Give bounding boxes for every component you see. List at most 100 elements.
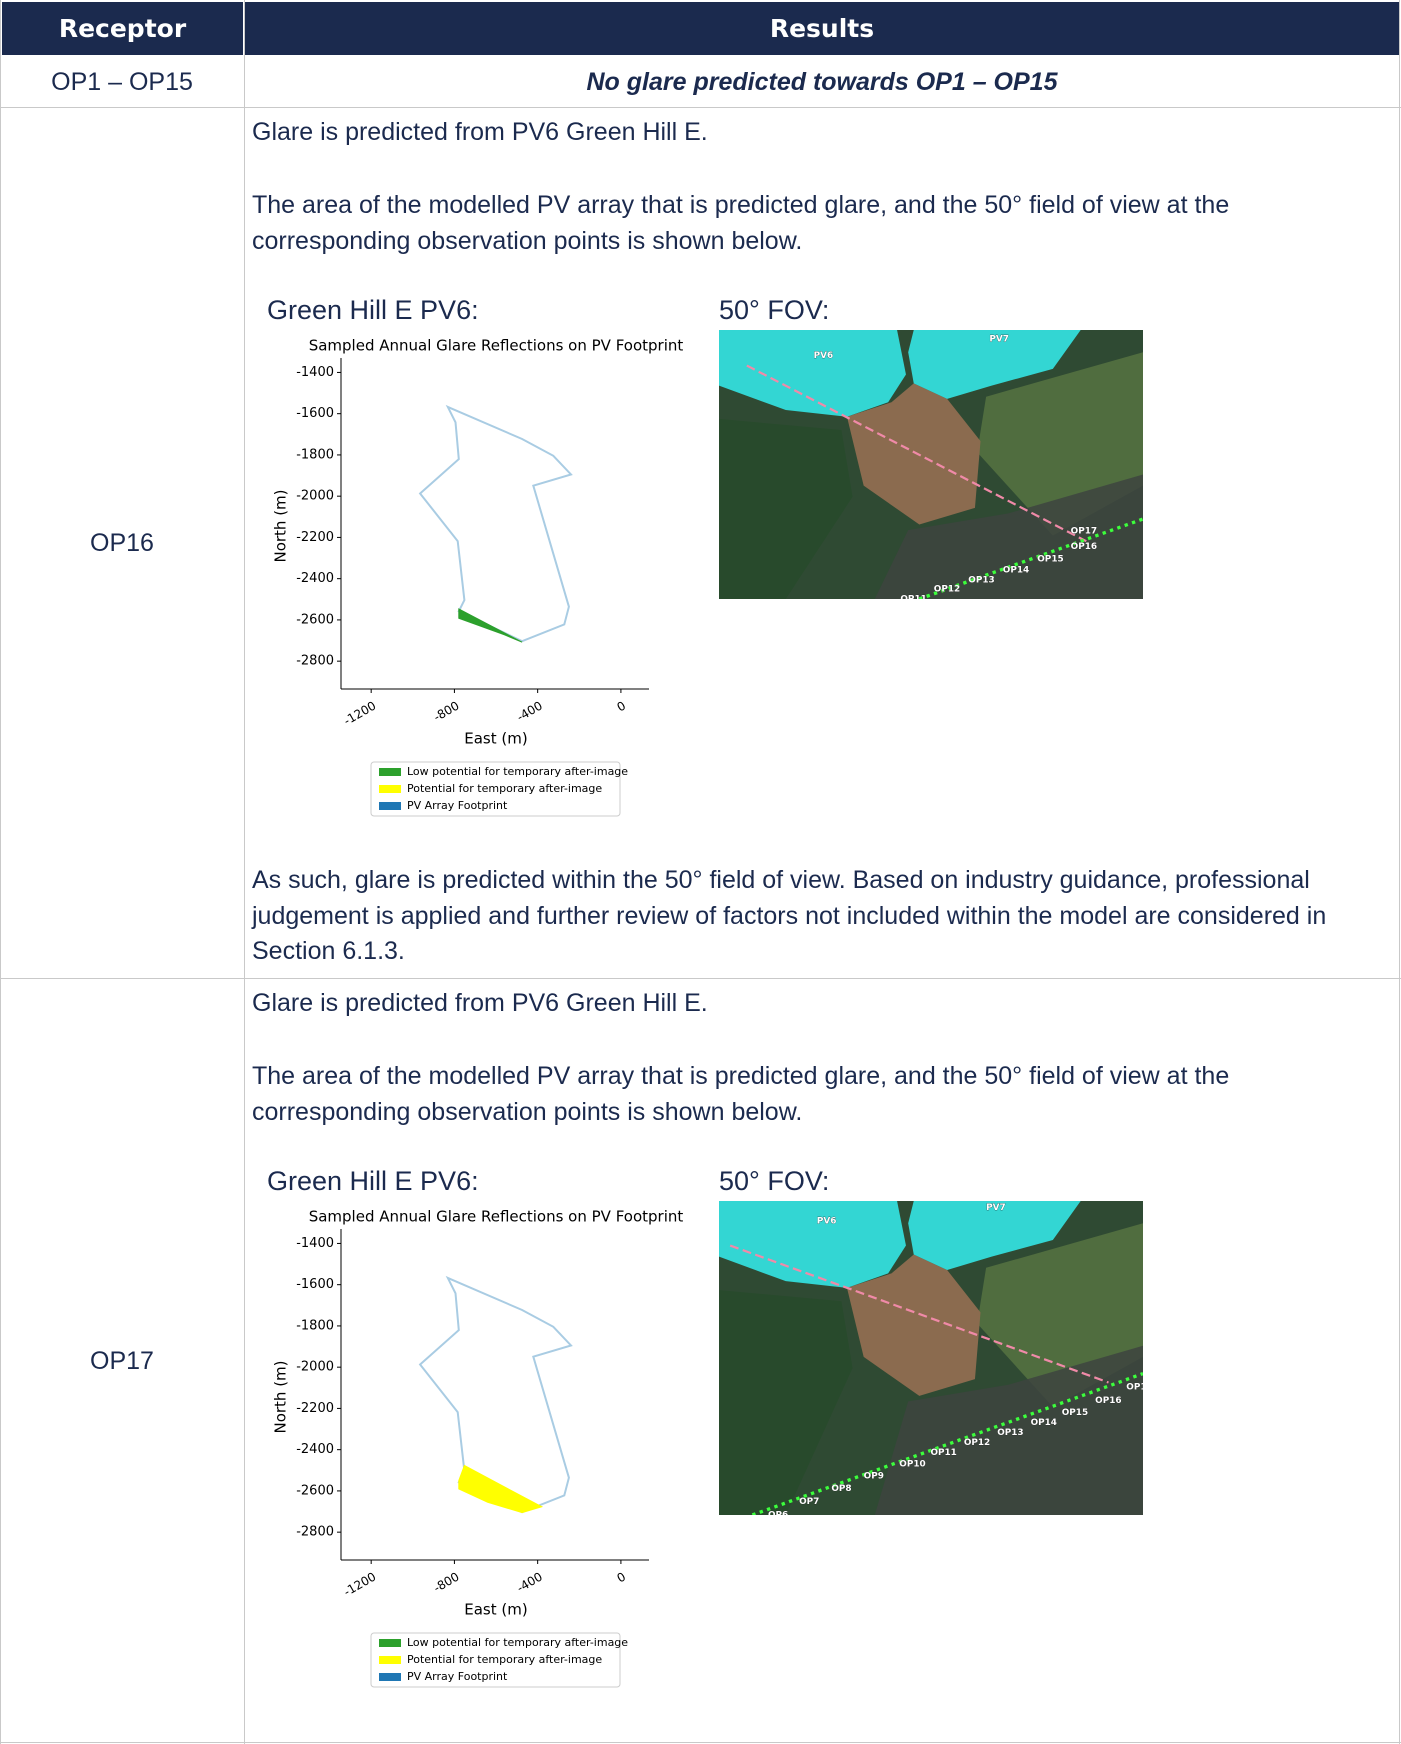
y-tick-label: -2400 [296,571,334,586]
map-label: OP14 [1003,566,1029,576]
figure-caption: Green Hill E PV6: [267,1166,479,1196]
map-label: OP13 [968,576,994,586]
map-label: OP17 [1126,1382,1143,1392]
legend-label: Low potential for temporary after-image [407,1636,628,1649]
glare-area [458,608,523,643]
receptor-cell: OP16 [90,529,154,557]
legend-label: Potential for temporary after-image [407,1653,602,1666]
y-tick-label: -2000 [296,489,334,504]
solar-area-pv7 [908,1201,1081,1271]
y-tick-label: -2600 [296,612,334,627]
x-axis-label: East (m) [464,1601,527,1619]
row-border [0,107,1401,108]
x-tick-label: -1200 [341,699,378,729]
legend-swatch [379,802,401,810]
y-tick-label: -2800 [296,1525,334,1540]
y-tick-label: -2000 [296,1360,334,1375]
map-label: OP16 [1095,1396,1121,1406]
map-label: OP6 [768,1510,788,1515]
field [719,1290,853,1515]
y-tick-label: -2600 [296,1483,334,1498]
chart-title: Sampled Annual Glare Reflections on PV F… [309,337,684,355]
map-label: OP9 [864,1472,884,1482]
legend-swatch [379,1656,401,1664]
paragraph: Glare is predicted from PV6 Green Hill E… [252,989,708,1017]
legend-box [370,1632,621,1688]
glare-chart: Sampled Annual Glare Reflections on PV F… [272,337,684,817]
x-tick-label: -800 [431,699,462,725]
map-label: OP14 [1031,1418,1057,1428]
field-brown [846,1254,981,1396]
legend-label: Potential for temporary after-image [407,782,602,795]
figure-caption: 50° FOV: [719,1166,830,1196]
y-tick-label: -1400 [296,1236,334,1251]
x-tick-label: -400 [514,1570,545,1596]
sightline [729,1244,1109,1384]
footprint-outline [418,404,573,643]
y-tick-label: -1800 [296,447,334,462]
legend-box [370,761,621,817]
map-label: OP7 [799,1497,819,1507]
map-label: PV6 [817,1217,837,1227]
y-tick-label: -2800 [296,654,334,669]
footprint-outline [418,1275,573,1514]
header-results: Results [245,2,1399,55]
solar-area-pv6 [719,1201,906,1288]
legend-label: Low potential for temporary after-image [407,765,628,778]
solar-area-pv6 [719,330,906,417]
legend-label: PV Array Footprint [407,799,508,812]
x-axis-label: East (m) [464,730,527,748]
map-label: OP12 [934,584,960,594]
map-label: OP11 [930,1448,956,1458]
table-border [1399,0,1400,1744]
y-tick-label: -1400 [296,365,334,380]
map-label: OP8 [831,1484,851,1494]
column-border [244,0,245,1744]
table-border [0,0,1,1744]
x-tick-label: -1200 [341,1570,378,1600]
row-border [0,1742,1401,1743]
y-tick-label: -2200 [296,530,334,545]
y-tick-label: -2200 [296,1401,334,1416]
y-axis-label: North (m) [272,489,290,562]
receptor-cell: OP17 [90,1346,154,1375]
map-label: PV6 [814,351,834,361]
paragraph: The area of the modelled PV array that i… [252,191,1230,255]
y-tick-label: -1600 [296,1277,334,1292]
legend-label: PV Array Footprint [407,1670,508,1683]
x-tick-label: 0 [615,1570,629,1586]
row-border [0,978,1401,979]
map-label: OP13 [997,1428,1023,1438]
field [719,418,853,599]
receptor-cell: OP1 – OP15 [51,67,193,96]
map-label: PV7 [989,334,1009,344]
chart-title: Sampled Annual Glare Reflections on PV F… [309,1208,684,1226]
header-receptor: Receptor [2,2,243,55]
x-tick-label: -800 [431,1570,462,1596]
y-axis-label: North (m) [272,1360,290,1433]
fov-map: PV6 PV7 OP17 OP16 OP15 OP14 OP13 OP12 OP11 OP10 OP… [719,1201,1143,1515]
glare-chart: Sampled Annual Glare Reflections on PV F… [272,1208,684,1688]
y-tick-label: -1800 [296,1318,334,1333]
x-tick-label: -400 [514,699,545,725]
paragraph: Glare is predicted from PV6 Green Hill E… [252,118,708,146]
result-cell: No glare predicted towards OP1 – OP15 [586,67,1058,96]
figure-caption: 50° FOV: [719,295,830,325]
paragraph: As such, glare is predicted within the 5… [252,866,1327,965]
map-label: OP11 [900,595,926,599]
map-label: OP12 [964,1438,990,1448]
map-label: OP15 [1037,554,1063,564]
paragraph: The area of the modelled PV array that i… [252,1062,1230,1126]
figure-caption: Green Hill E PV6: [267,295,479,325]
solar-area-pv7 [908,330,1081,399]
urban-area [874,474,1143,599]
legend-swatch [379,1673,401,1681]
urban-area [874,1345,1143,1515]
map-label: OP16 [1071,542,1097,552]
map-label: OP15 [1062,1408,1088,1418]
route [918,517,1143,599]
field-brown [846,383,981,525]
legend-swatch [379,1639,401,1647]
legend-swatch [379,768,401,776]
